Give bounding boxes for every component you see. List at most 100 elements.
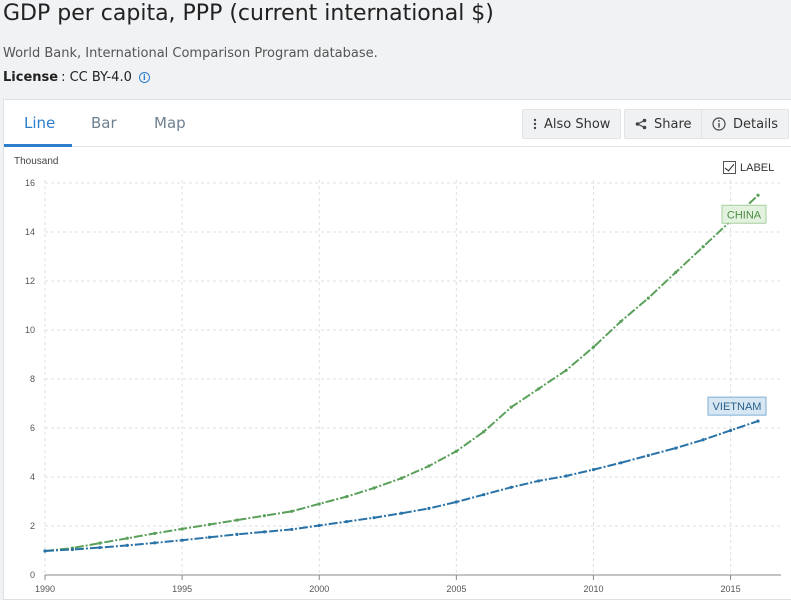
series-tags: CHINA VIETNAM xyxy=(707,204,767,416)
vertical-dots-icon xyxy=(533,118,537,130)
info-icon[interactable]: i xyxy=(138,72,150,83)
y-axis-unit: Thousand xyxy=(14,156,59,167)
series-tag-box xyxy=(707,396,767,416)
label-checkbox[interactable] xyxy=(723,161,736,174)
y-tick-label: 2 xyxy=(30,521,35,531)
share-label: Share xyxy=(654,116,692,132)
data-point xyxy=(125,536,129,540)
series-tag-vietnam: VIETNAM xyxy=(713,401,762,413)
data-point xyxy=(591,468,596,472)
data-point xyxy=(345,495,349,499)
data-point xyxy=(454,449,458,453)
data-point xyxy=(345,519,349,524)
data-point xyxy=(125,543,129,547)
data-point xyxy=(619,461,623,465)
data-point xyxy=(290,509,294,513)
y-tick-label: 0 xyxy=(30,570,35,580)
x-tick-label: 2010 xyxy=(583,584,603,594)
license-label: License xyxy=(3,70,59,85)
data-point xyxy=(372,486,376,490)
data-point xyxy=(207,535,212,539)
series-tag-box xyxy=(721,204,767,224)
data-point xyxy=(372,516,376,520)
active-tab-indicator xyxy=(4,144,72,147)
data-point xyxy=(98,541,102,545)
details-button[interactable]: Details xyxy=(701,109,790,139)
data-point xyxy=(262,530,266,534)
data-point xyxy=(646,453,650,458)
data-point xyxy=(262,514,266,518)
data-point xyxy=(728,428,733,433)
license-line: License : CC BY-4.0 i xyxy=(3,70,150,85)
line-chart: 0 2 4 6 8 10 12 14 16 1990 1995 2000 2005 2010 2015 CH… xyxy=(25,178,781,594)
y-tick-label: 6 xyxy=(30,423,35,433)
y-tick-label: 4 xyxy=(30,472,35,482)
data-point xyxy=(674,446,678,450)
x-tick-label: 1995 xyxy=(172,584,192,594)
y-tick-label: 8 xyxy=(30,374,35,384)
data-point xyxy=(427,464,431,468)
series-tag-china: CHINA xyxy=(727,209,762,221)
label-toggle-text: LABEL xyxy=(740,161,775,174)
share-button[interactable]: Share xyxy=(624,109,703,139)
y-tick-label: 12 xyxy=(25,276,35,286)
data-point xyxy=(454,500,458,504)
tab-line[interactable]: Line xyxy=(24,114,56,132)
page-title: GDP per capita, PPP (current internation… xyxy=(3,1,494,26)
info-circle-icon xyxy=(712,117,726,131)
data-point xyxy=(153,531,157,535)
data-point xyxy=(591,345,596,349)
data-point xyxy=(399,511,404,515)
data-point xyxy=(317,523,321,528)
data-point xyxy=(399,476,404,480)
license-value: : CC BY-4.0 xyxy=(61,70,132,85)
data-point xyxy=(98,545,102,550)
y-tick-label: 10 xyxy=(25,325,35,335)
data-point xyxy=(674,270,678,275)
data-point xyxy=(537,479,541,483)
data-point xyxy=(509,405,513,409)
data-point xyxy=(317,502,321,506)
data-point xyxy=(701,245,705,249)
grid-lines xyxy=(44,180,781,575)
x-tick-label: 2015 xyxy=(721,584,741,594)
source-note: World Bank, International Comparison Pro… xyxy=(3,46,378,61)
label-toggle[interactable]: LABEL xyxy=(723,161,774,174)
data-point xyxy=(427,506,431,510)
data-point xyxy=(564,474,568,478)
data-point xyxy=(70,547,75,552)
data-point xyxy=(207,522,212,527)
data-point xyxy=(564,368,568,373)
details-label: Details xyxy=(733,116,779,132)
data-point xyxy=(153,541,157,545)
data-point xyxy=(180,527,184,531)
data-point xyxy=(482,430,486,434)
also-show-button[interactable]: Also Show xyxy=(522,109,622,139)
data-point xyxy=(180,538,184,542)
data-point xyxy=(756,193,760,197)
data-point xyxy=(701,438,705,442)
tab-bar[interactable]: Bar xyxy=(91,114,117,132)
series-line-china xyxy=(44,194,759,552)
y-tick-label: 16 xyxy=(25,178,35,188)
view-tabs: Line Bar Map Also Show Share Details xyxy=(4,100,791,147)
also-show-label: Also Show xyxy=(544,116,611,132)
series-line-vietnam xyxy=(44,420,759,552)
x-tick-label: 1990 xyxy=(35,584,55,594)
x-tick-label: 2005 xyxy=(446,584,466,594)
x-tick-label: 2000 xyxy=(309,584,329,594)
y-tick-label: 14 xyxy=(25,227,35,237)
data-point xyxy=(43,549,47,553)
data-point xyxy=(509,485,513,489)
data-point xyxy=(646,296,650,300)
axes: 0 2 4 6 8 10 12 14 16 1990 1995 2000 2005 2010 2015 xyxy=(25,178,781,594)
data-point xyxy=(482,493,486,497)
data-point xyxy=(619,319,623,324)
tab-map[interactable]: Map xyxy=(154,114,186,132)
data-point xyxy=(756,419,760,423)
data-point xyxy=(537,387,541,391)
data-point xyxy=(290,527,294,532)
data-point xyxy=(235,518,239,522)
chart-card: Line Bar Map Also Show Share Details Tho… xyxy=(3,99,791,600)
share-icon xyxy=(635,118,647,130)
